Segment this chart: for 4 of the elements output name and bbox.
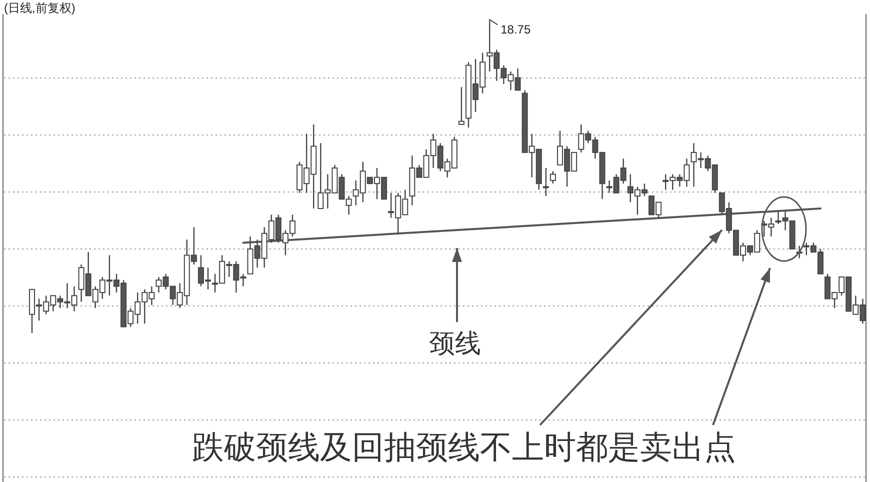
annotation: 颈线	[429, 328, 481, 358]
text: 跌破颈线及回抽颈线不上时都是卖出点	[192, 429, 736, 465]
annotation: 18.75	[500, 22, 531, 37]
chart-title: (日线,前复权)	[4, 1, 76, 15]
